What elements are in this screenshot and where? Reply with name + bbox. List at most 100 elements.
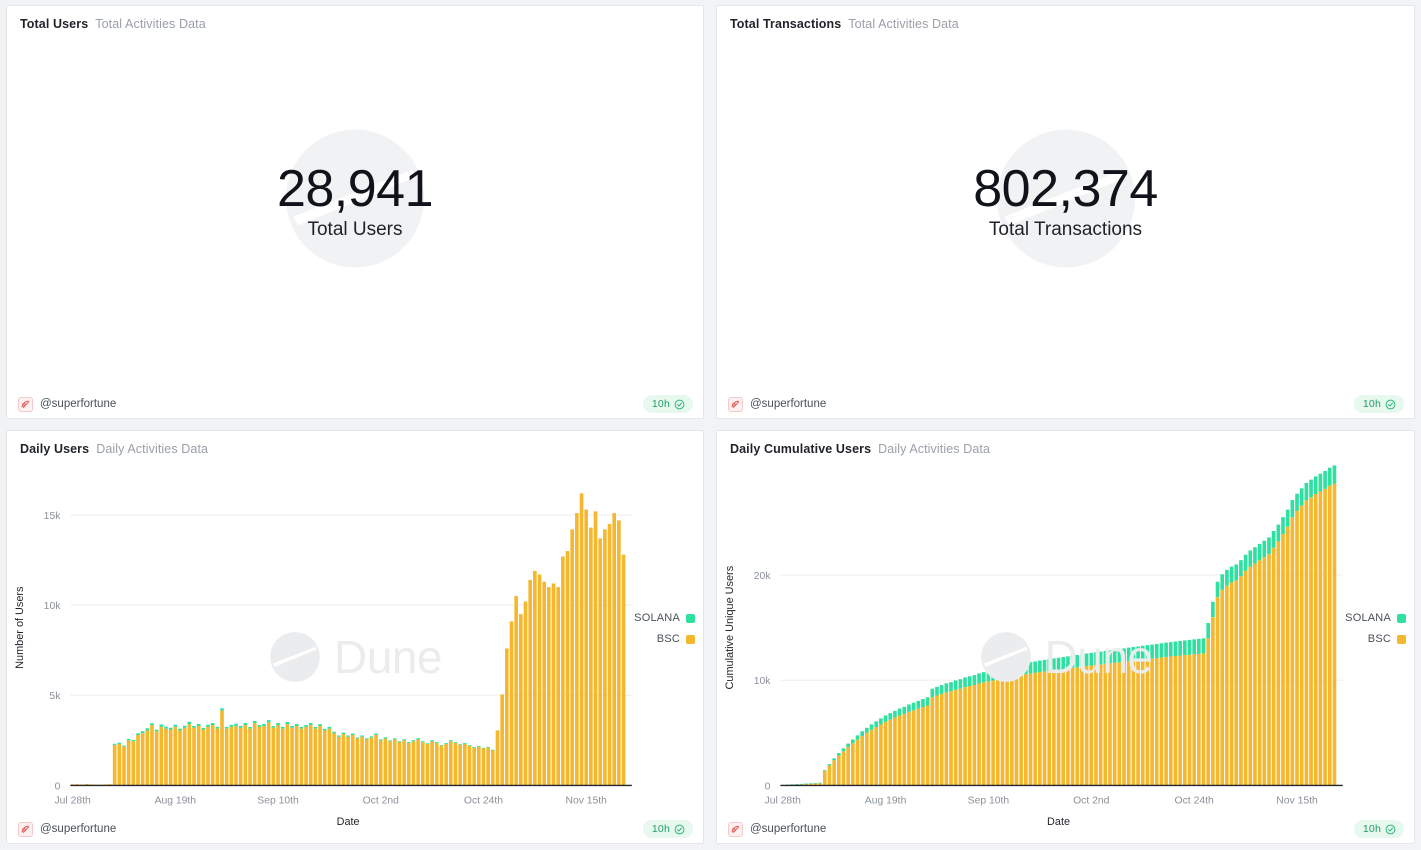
panel-cell-daily-cumulative-users: Daily Cumulative Users Daily Activities …	[710, 425, 1421, 850]
author-name: @superfortune	[750, 398, 827, 410]
bar-segment	[1122, 661, 1126, 786]
bar-segment	[411, 741, 416, 786]
legend-swatch	[686, 613, 695, 623]
bar-segment	[206, 726, 210, 786]
bar-segment	[1084, 666, 1089, 786]
bar-segment	[1009, 665, 1014, 677]
author[interactable]: @superfortune	[728, 821, 826, 837]
bar-segment	[294, 723, 299, 726]
bar-segment	[1098, 651, 1103, 665]
bar-segment	[1028, 662, 1033, 674]
bar-segment	[972, 675, 977, 685]
x-axis-tick: Oct 24th	[1175, 795, 1214, 806]
bar-segment	[1131, 660, 1136, 786]
bar-segment	[953, 680, 958, 690]
bar-segment	[1042, 659, 1047, 672]
bar-segment	[364, 739, 369, 786]
bar-segment	[122, 746, 126, 786]
bar-segment	[196, 723, 201, 726]
legend-item-bsc[interactable]: BSC	[1368, 633, 1406, 645]
counter-label: Total Transactions	[988, 219, 1143, 241]
bar-segment	[1038, 660, 1042, 673]
bar-segment	[266, 722, 271, 786]
panel-title: Total Users	[20, 17, 89, 31]
bar-segment	[860, 731, 865, 737]
freshness-label: 10h	[1362, 823, 1381, 835]
panel-cell-total-users: Total Users Total Activities Data 28,941…	[0, 0, 710, 425]
check-circle-icon	[674, 399, 685, 410]
bar-segment	[1290, 500, 1295, 518]
panel-total-users[interactable]: Total Users Total Activities Data 28,941…	[6, 5, 704, 419]
freshness-badge[interactable]: 10h	[1353, 820, 1404, 838]
bar-segment	[963, 677, 967, 688]
bar-segment	[916, 708, 921, 786]
panel-daily-users[interactable]: Daily Users Daily Activities Data Dune 0…	[6, 430, 704, 844]
freshness-badge[interactable]: 10h	[642, 820, 693, 838]
panel-daily-cumulative-users[interactable]: Daily Cumulative Users Daily Activities …	[716, 430, 1415, 844]
bar-segment	[234, 725, 238, 786]
bar-segment	[280, 726, 285, 729]
bar-segment	[1313, 494, 1318, 786]
bar-segment	[1267, 554, 1271, 786]
panel-total-transactions[interactable]: Total Transactions Total Activities Data…	[716, 5, 1415, 419]
bar-segment	[173, 726, 178, 786]
chart-legend[interactable]: SOLANA BSC	[634, 612, 695, 645]
daily-cumulative-users-chart[interactable]: 0 10k 20k Jul 28th Aug 19th Sep 10th Oct 2nd Oc…	[717, 456, 1414, 843]
bar-segment	[1304, 500, 1309, 786]
bar-segment	[1154, 643, 1159, 659]
legend-item-solana[interactable]: SOLANA	[634, 612, 695, 624]
bar-segment	[1117, 662, 1122, 786]
bar-segment	[584, 509, 589, 786]
bar-segment	[276, 725, 280, 786]
bar-segment	[1295, 510, 1299, 786]
x-axis-tick: Sep 10th	[968, 795, 1010, 806]
legend-item-solana[interactable]: SOLANA	[1345, 612, 1406, 624]
bar-segment	[1271, 531, 1276, 548]
bar-segment	[341, 734, 346, 786]
bar-segment	[1290, 517, 1295, 786]
panel-title: Daily Cumulative Users	[730, 442, 872, 456]
bar-segment	[378, 739, 383, 741]
legend-label: BSC	[656, 633, 680, 645]
bar-segment	[1262, 540, 1267, 558]
bar-segment	[944, 683, 949, 693]
author[interactable]: @superfortune	[18, 821, 116, 837]
bar-segment	[215, 728, 220, 786]
bar-segment	[383, 737, 388, 739]
freshness-badge[interactable]: 10h	[1353, 395, 1404, 413]
bar-segment	[210, 723, 215, 726]
bar-segment	[1075, 667, 1080, 786]
x-axis-tick: Jul 28th	[54, 795, 90, 806]
bar-segment	[336, 735, 341, 737]
bar-segment	[1038, 672, 1042, 786]
bar-segment	[1033, 661, 1038, 673]
bar-segment	[406, 743, 411, 786]
bar-segment	[860, 736, 865, 786]
bar-segment	[1211, 617, 1215, 786]
author[interactable]: @superfortune	[728, 396, 827, 412]
bar-segment	[939, 685, 944, 694]
bar-segment	[402, 739, 406, 741]
bar-segment	[458, 744, 462, 786]
bar-segment	[402, 740, 406, 786]
bar-segment	[462, 743, 467, 744]
bar-segment	[869, 724, 874, 730]
bar-segment	[1150, 658, 1154, 786]
bar-segment	[327, 728, 332, 786]
bar-segment	[1052, 658, 1056, 671]
avatar	[18, 821, 33, 837]
bar-segment	[112, 744, 117, 786]
freshness-badge[interactable]: 10h	[642, 395, 693, 413]
daily-users-chart[interactable]: 0 5k 10k 15k Jul 28th Aug 19th Sep 10th Oct 2nd…	[7, 456, 703, 843]
avatar	[728, 396, 743, 412]
chart-legend[interactable]: SOLANA BSC	[1345, 612, 1406, 645]
legend-item-bsc[interactable]: BSC	[657, 633, 695, 645]
author[interactable]: @superfortune	[18, 396, 116, 412]
bar-segment	[355, 738, 360, 786]
bar-segment	[243, 723, 248, 726]
bar-segment	[168, 727, 173, 730]
bar-segment	[1332, 465, 1337, 484]
bar-segment	[935, 686, 939, 696]
bar-segment	[196, 725, 201, 786]
bar-segment	[262, 725, 266, 786]
